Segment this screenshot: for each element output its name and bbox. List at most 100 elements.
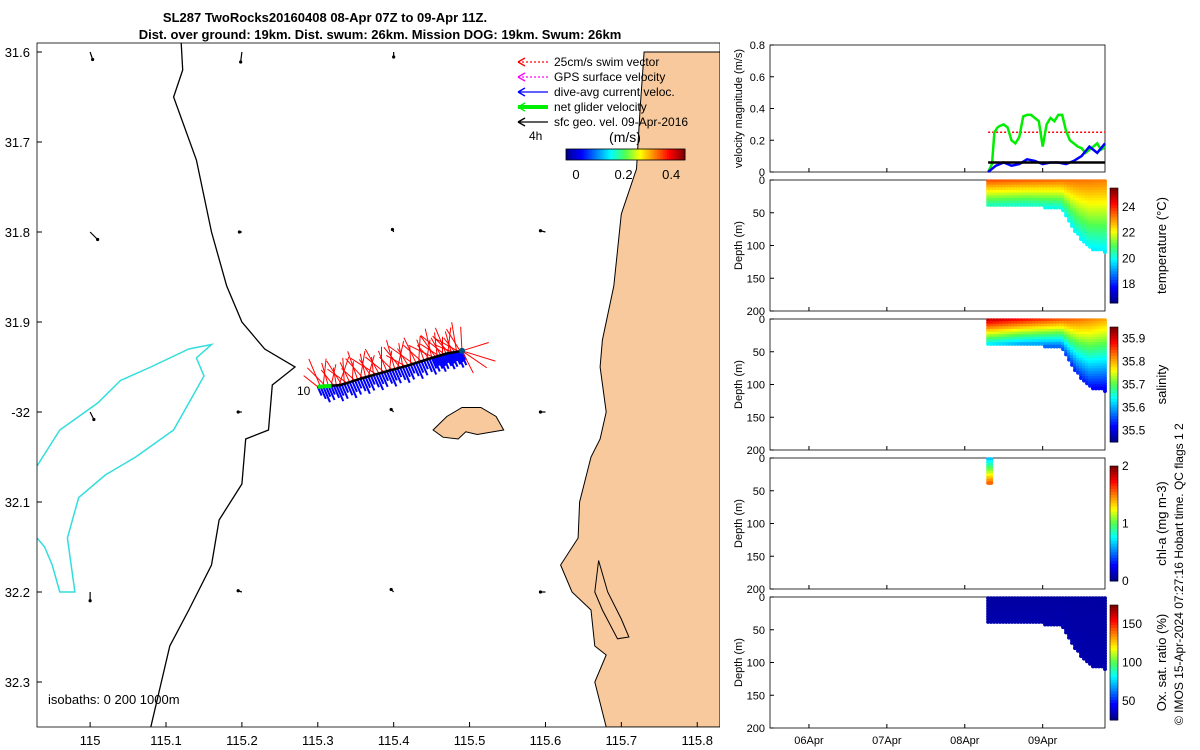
profile-colorbar-swatch — [1110, 291, 1118, 295]
profile-colorbar-swatch — [1110, 578, 1118, 582]
swim-vector — [416, 339, 425, 361]
profile-data-point — [1040, 619, 1045, 624]
profile-data-point — [1100, 247, 1105, 252]
legend-label: net glider velocity — [554, 100, 647, 114]
profile-colorbar-tick-label: 35.7 — [1122, 378, 1146, 392]
profile-colorbar-swatch — [1110, 251, 1118, 255]
map-x-tick-label: 115.4 — [378, 733, 410, 748]
swim-vector — [420, 335, 445, 355]
colorbar-swatch — [591, 149, 595, 160]
profile-data-point — [1046, 344, 1051, 349]
profile-data-point — [1031, 619, 1036, 624]
swim-vector — [364, 348, 380, 374]
profile-data-point — [1100, 386, 1105, 391]
profile-colorbar-swatch — [1110, 404, 1118, 408]
profile-colorbar-swatch — [1110, 494, 1118, 499]
colorbar-swatch — [566, 149, 569, 160]
profile-colorbar-swatch — [1110, 468, 1118, 473]
dive-avg-vector — [388, 370, 398, 387]
colorbar-tick-label: 0.2 — [615, 167, 633, 182]
figure-title: SL287 TwoRocks20160408 08-Apr 07Z to 09-… — [162, 10, 488, 25]
profile-colorbar-swatch — [1110, 268, 1118, 272]
profile-data-point — [989, 619, 994, 624]
profile-colorbar-swatch — [1110, 486, 1118, 490]
geo-velocity-arrowhead — [392, 55, 396, 59]
profile-data-point — [1016, 619, 1021, 624]
isobath-200m — [150, 43, 297, 727]
dive-avg-vector — [438, 355, 447, 373]
profile-colorbar-swatch — [1110, 489, 1118, 493]
velocity-series-line — [987, 142, 1106, 173]
figure-subtitle: Dist. over ground: 19km. Dist. swum: 26k… — [138, 27, 622, 42]
dive-avg-vector — [432, 356, 441, 372]
profile-y-tick-label: 200 — [747, 584, 765, 596]
profile-data-point — [1055, 622, 1060, 627]
map-x-tick-label: 115.6 — [530, 733, 562, 748]
profile-colorbar-swatch — [1110, 352, 1118, 357]
profile-colorbar-tick-label: 1 — [1122, 517, 1129, 531]
profile-colorbar-swatch — [1110, 639, 1118, 643]
dive-avg-vector — [441, 354, 450, 370]
dive-avg-vector — [372, 374, 380, 388]
colorbar-swatch — [587, 149, 591, 160]
profile-data-point — [1058, 205, 1063, 210]
profile-colorbar-tick-label: 35.9 — [1122, 332, 1146, 346]
dive-avg-vector — [445, 353, 453, 367]
profile-data-point — [1028, 202, 1033, 207]
dive-avg-vector — [455, 351, 465, 368]
profile-colorbar-swatch — [1110, 512, 1118, 516]
legend-arrowhead — [517, 102, 526, 112]
profile-data-point — [992, 619, 997, 624]
profile-colorbar-swatch — [1110, 188, 1118, 192]
profile-colorbar-swatch — [1110, 375, 1118, 380]
profile-colorbar-tick-label: 2 — [1122, 459, 1129, 473]
profile-colorbar-tick-label: 150 — [1122, 617, 1142, 631]
profile-colorbar-swatch — [1110, 572, 1118, 576]
profile-data-point — [1097, 386, 1102, 391]
profile-data-point — [1088, 383, 1093, 388]
profile-colorbar-swatch — [1110, 645, 1118, 649]
colorbar-swatch — [665, 149, 668, 160]
profile-colorbar-swatch — [1110, 540, 1118, 545]
profile-data-point — [1097, 247, 1102, 252]
dive-avg-vector — [335, 384, 345, 402]
profile-data-point — [1010, 341, 1015, 346]
profile-colorbar-swatch — [1110, 271, 1118, 275]
profile-data-point — [1079, 375, 1084, 380]
dive-avg-vector — [420, 360, 429, 376]
dive-avg-vector — [369, 375, 376, 385]
map-y-tick-label: 31.8 — [5, 225, 30, 240]
geo-velocity-arrowhead — [88, 599, 92, 603]
profile-data-point — [1013, 619, 1018, 624]
profile-data-point — [1076, 231, 1081, 236]
legend-arrowhead — [517, 117, 526, 127]
colorbar-swatch — [575, 149, 579, 160]
dive-avg-vector — [380, 372, 389, 388]
profile-data-point — [1037, 202, 1042, 207]
colorbar-swatch — [585, 149, 589, 160]
colorbar-swatch — [617, 149, 621, 160]
profile-data-point — [995, 619, 1000, 624]
profile-y-tick-label: 50 — [753, 347, 765, 359]
net-velocity-start — [317, 383, 332, 389]
profile-colorbar-swatch — [1110, 205, 1118, 209]
profile-colorbar-frame — [1109, 604, 1119, 721]
profile-data-point — [1058, 344, 1063, 349]
swim-vector — [388, 345, 414, 365]
profile-colorbar-swatch — [1110, 248, 1118, 252]
dive-avg-vector — [430, 357, 438, 369]
swim-vector — [377, 350, 388, 372]
profile-colorbar-swatch — [1110, 364, 1118, 368]
glider-track-map: 115 115.1 115.2 115.3 115.4 115.5 115.6 115.7 11… — [5, 42, 720, 748]
colorbar-swatch — [573, 149, 577, 160]
colorbar-swatch — [637, 149, 640, 160]
colorbar-swatch — [627, 149, 630, 160]
profile-data-point — [1064, 213, 1069, 218]
profile-colorbar-swatch — [1110, 529, 1118, 533]
colorbar-swatch — [673, 149, 676, 160]
profile-data-point — [1043, 622, 1048, 627]
profile-colorbar-swatch — [1110, 648, 1118, 652]
swim-vector — [408, 344, 434, 358]
profile-colorbar-swatch — [1110, 216, 1118, 221]
colorbar-swatch — [671, 149, 674, 160]
